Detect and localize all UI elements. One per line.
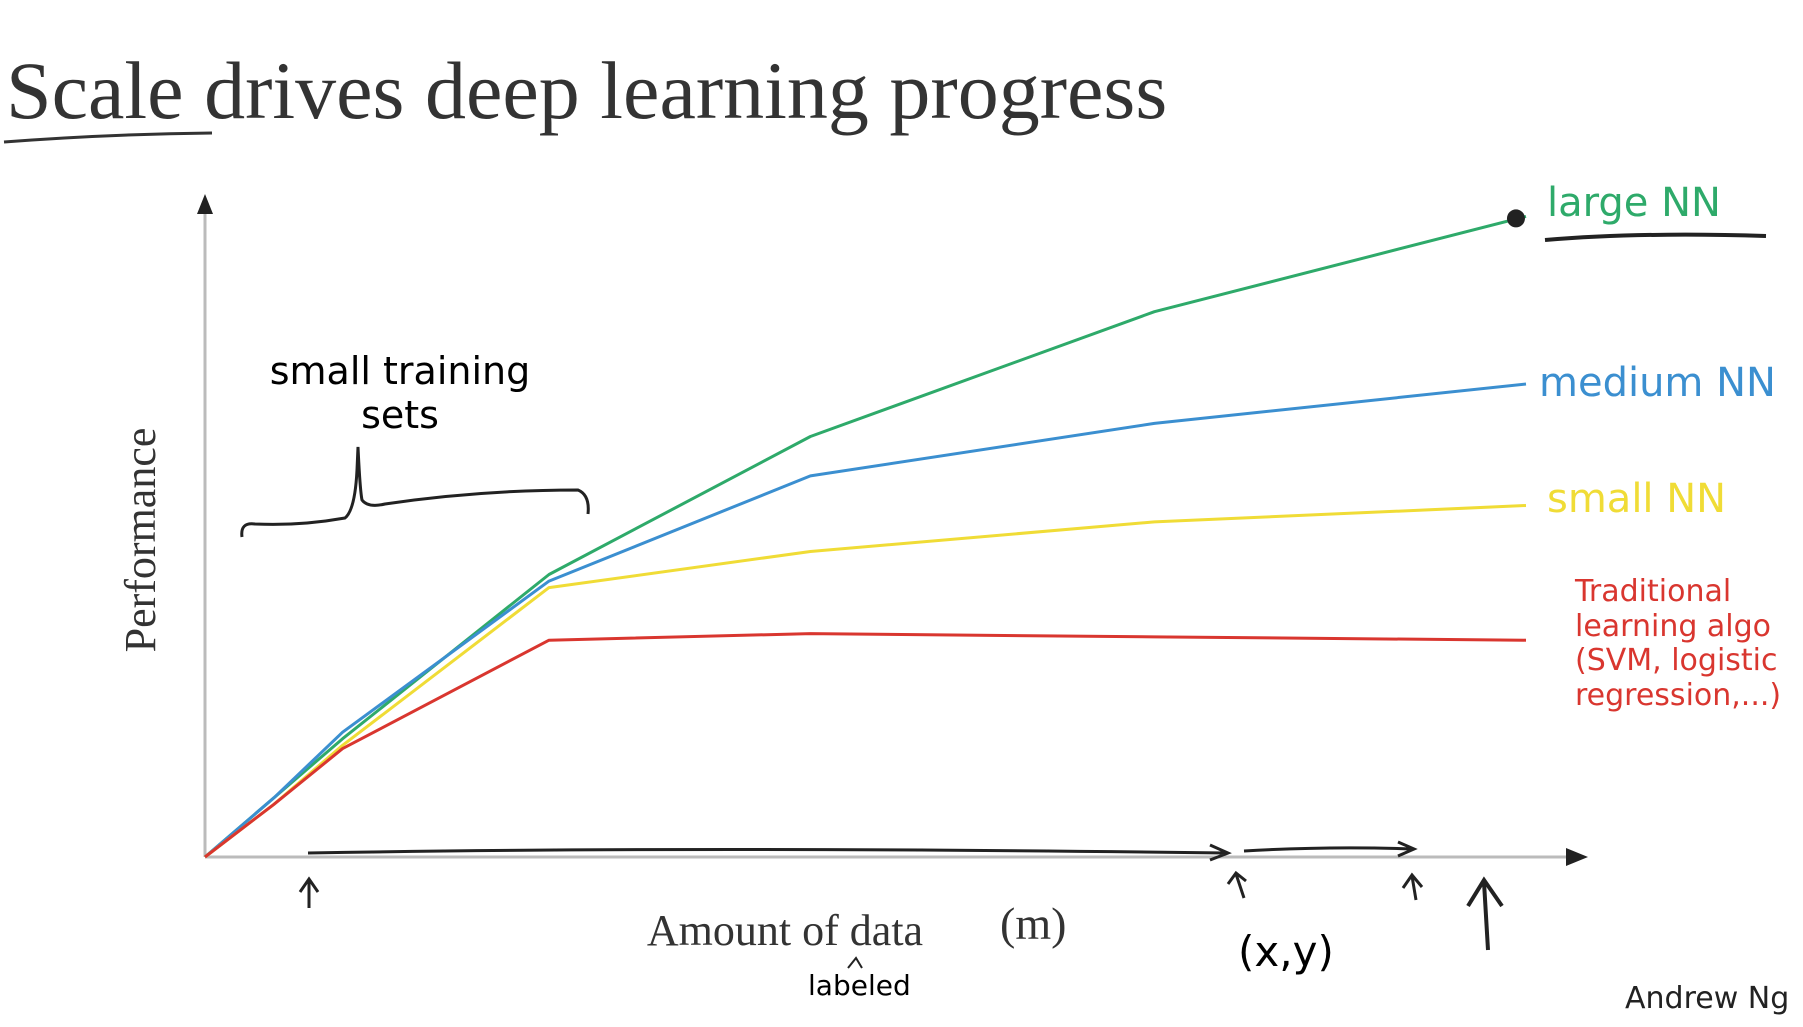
series-label: Traditional learning algo (SVM, logistic… [1575, 574, 1782, 713]
range-arrow [307, 843, 1232, 862]
series-line [204, 382, 1527, 859]
highlight-point [1506, 209, 1525, 228]
brace [240, 446, 590, 538]
author: Andrew Ng [1625, 981, 1790, 1016]
title-underline [3, 131, 213, 144]
x-axis-label: Amount of data [647, 906, 923, 955]
series-line [204, 214, 1527, 859]
x-axis-arrow [1566, 848, 1588, 866]
y-axis-label: Performance [116, 428, 165, 653]
pointer-arrow [1401, 872, 1424, 901]
annotation: (m) [1000, 898, 1067, 949]
caret [847, 956, 863, 969]
y-axis-arrow [197, 194, 213, 214]
series-label: small NN [1547, 476, 1727, 522]
label-underline [1544, 232, 1767, 242]
series-label: large NN [1547, 180, 1721, 226]
series-line [204, 632, 1527, 859]
series-label: medium NN [1539, 360, 1776, 406]
annotation: labeled [808, 969, 911, 1002]
annotation: (x,y) [1238, 927, 1334, 976]
pointer-arrow [298, 876, 320, 908]
hand-drawings [240, 232, 1767, 969]
range-arrow [1243, 840, 1418, 858]
chart-title: Scale drives deep learning progress [6, 45, 1167, 136]
annotation: small training sets [269, 349, 531, 437]
pointer-arrow [1226, 870, 1247, 899]
pointer-arrow [1466, 876, 1504, 951]
series-line [204, 504, 1527, 859]
